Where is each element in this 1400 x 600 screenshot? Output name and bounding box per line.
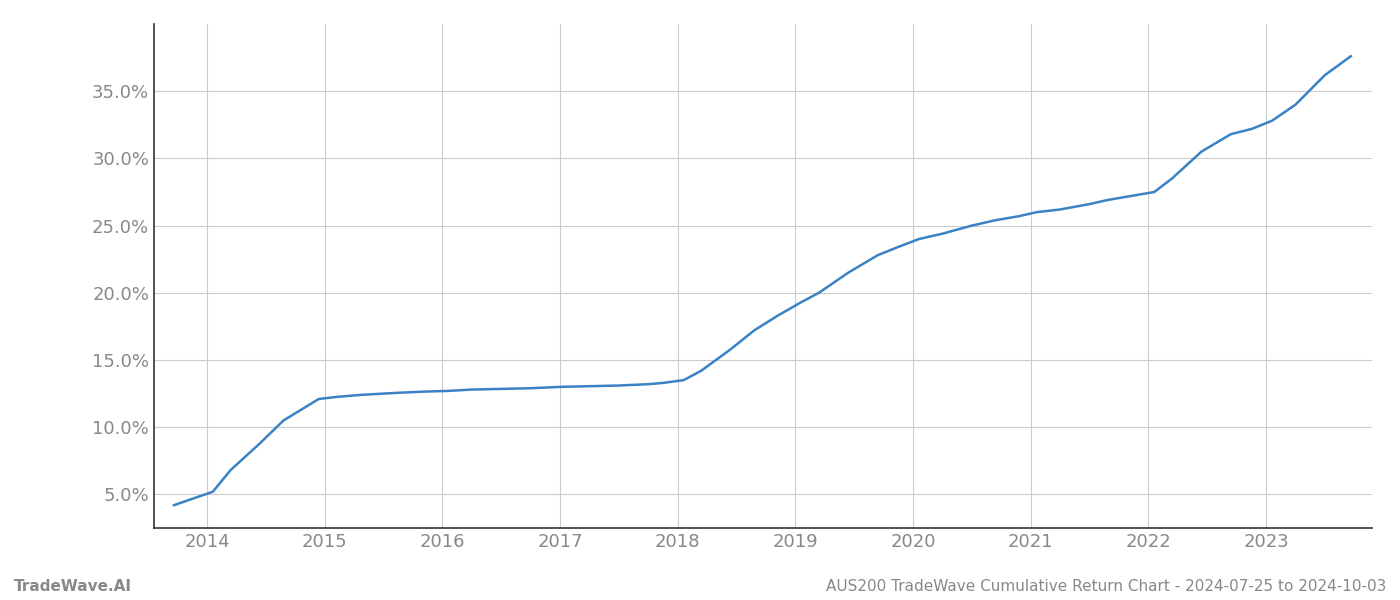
Text: AUS200 TradeWave Cumulative Return Chart - 2024-07-25 to 2024-10-03: AUS200 TradeWave Cumulative Return Chart… [826,579,1386,594]
Text: TradeWave.AI: TradeWave.AI [14,579,132,594]
